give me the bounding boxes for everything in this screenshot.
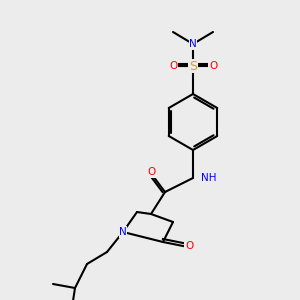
Text: O: O bbox=[169, 61, 177, 71]
Text: O: O bbox=[185, 241, 193, 251]
Text: NH: NH bbox=[201, 173, 217, 183]
Text: N: N bbox=[119, 227, 127, 237]
Text: S: S bbox=[189, 59, 197, 73]
Text: O: O bbox=[209, 61, 217, 71]
Text: O: O bbox=[147, 167, 155, 177]
Text: N: N bbox=[189, 39, 197, 49]
